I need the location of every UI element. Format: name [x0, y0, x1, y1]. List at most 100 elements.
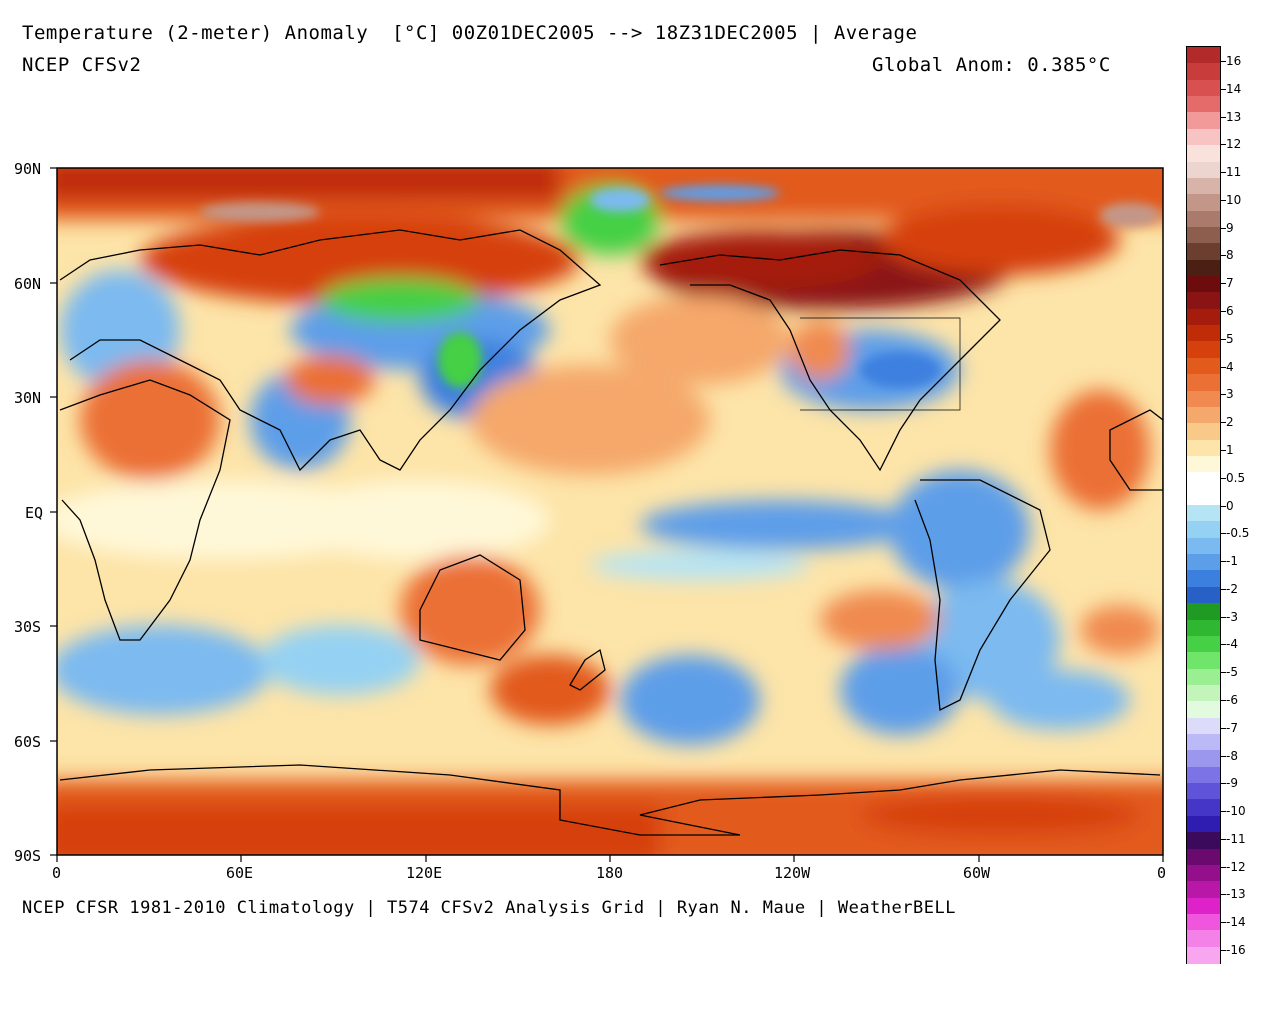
- lat-label-30s: 30S: [14, 618, 42, 636]
- color-scale-swatch: [1187, 799, 1220, 817]
- anomaly-map: [50, 167, 1164, 862]
- color-scale-swatch: [1187, 374, 1220, 392]
- color-scale-tick: [1221, 505, 1226, 507]
- color-scale-label: -9: [1226, 776, 1238, 791]
- color-scale-label: -3: [1226, 609, 1238, 624]
- color-scale-bar: [1186, 46, 1221, 964]
- lon-label-0-east: 0: [1157, 864, 1167, 882]
- color-scale-swatch: [1187, 357, 1220, 375]
- color-scale-label: 7: [1226, 276, 1234, 291]
- color-scale-label: 6: [1226, 304, 1234, 319]
- color-scale-label: -2: [1226, 581, 1238, 596]
- color-scale-swatch: [1187, 766, 1220, 784]
- color-scale-swatch: [1187, 79, 1220, 97]
- color-scale-tick: [1221, 477, 1226, 479]
- color-scale-swatch: [1187, 63, 1220, 81]
- color-scale-tick: [1221, 366, 1226, 368]
- color-scale-label: 1: [1226, 442, 1234, 457]
- axis-ticks: [50, 167, 1164, 862]
- lat-label-90s: 90S: [14, 847, 42, 865]
- color-scale-tick: [1221, 699, 1226, 701]
- color-scale-tick: [1221, 811, 1226, 813]
- color-scale-tick: [1221, 894, 1226, 896]
- color-scale-tick: [1221, 727, 1226, 729]
- color-scale-swatch: [1187, 455, 1220, 473]
- color-scale-swatch: [1187, 750, 1220, 768]
- color-scale-swatch: [1187, 47, 1220, 64]
- color-scale-label: -1: [1226, 554, 1238, 569]
- color-scale-label: -8: [1226, 748, 1238, 763]
- color-scale-swatch: [1187, 243, 1220, 261]
- lat-label-30n: 30N: [14, 389, 42, 407]
- color-scale-swatch: [1187, 521, 1220, 539]
- color-scale-swatch: [1187, 930, 1220, 948]
- color-scale-label: 0.5: [1226, 470, 1246, 485]
- color-scale-tick: [1221, 783, 1226, 785]
- color-scale-tick: [1221, 338, 1226, 340]
- lon-label-120w: 120W: [774, 864, 811, 882]
- map-title: Temperature (2-meter) Anomaly [°C] 00Z01…: [22, 22, 918, 44]
- credits-footer: NCEP CFSR 1981-2010 Climatology | T574 C…: [22, 898, 956, 918]
- color-scale-label: 9: [1226, 220, 1234, 235]
- color-scale-label: 0: [1226, 498, 1234, 513]
- color-scale-swatch: [1187, 717, 1220, 735]
- color-scale-swatch: [1187, 815, 1220, 833]
- color-scale-tick: [1221, 672, 1226, 674]
- color-scale-swatch: [1187, 308, 1220, 326]
- lat-label-eq: EQ: [25, 504, 44, 522]
- color-scale-tick: [1221, 88, 1226, 90]
- color-scale-label: -4: [1226, 637, 1238, 652]
- color-scale-label: -0.5: [1226, 526, 1250, 541]
- color-scale-label: -16: [1226, 943, 1246, 957]
- coastlines: [59, 229, 1163, 836]
- color-scale-swatch: [1187, 701, 1220, 719]
- color-scale-tick: [1221, 533, 1226, 535]
- color-scale-tick: [1221, 61, 1226, 62]
- color-scale-label: -12: [1226, 859, 1246, 874]
- color-scale-swatch: [1187, 226, 1220, 244]
- color-scale-swatch: [1187, 913, 1220, 931]
- color-scale-swatch: [1187, 292, 1220, 310]
- color-scale-tick: [1221, 283, 1226, 285]
- anomaly-field: [57, 168, 1163, 855]
- color-scale-label: 4: [1226, 359, 1234, 374]
- global-anomaly-value: Global Anom: 0.385°C: [872, 54, 1111, 76]
- color-scale-swatch: [1187, 668, 1220, 686]
- color-scale-label: 12: [1226, 137, 1242, 152]
- model-name: NCEP CFSv2: [22, 54, 142, 76]
- color-scale-swatch: [1187, 341, 1220, 359]
- color-scale-swatch: [1187, 635, 1220, 653]
- color-scale-label: 8: [1226, 248, 1234, 263]
- color-scale-swatch: [1187, 864, 1220, 882]
- color-scale-swatch: [1187, 194, 1220, 212]
- color-scale-label: -13: [1226, 887, 1246, 902]
- color-scale-swatch: [1187, 832, 1220, 850]
- color-scale-tick: [1221, 422, 1226, 424]
- color-scale-label: -5: [1226, 665, 1238, 680]
- lon-label-0: 0: [52, 864, 62, 882]
- lon-label-120e: 120E: [406, 864, 443, 882]
- color-scale-swatch: [1187, 619, 1220, 637]
- color-scale-label: 13: [1226, 109, 1242, 124]
- color-scale-swatch: [1187, 406, 1220, 424]
- color-scale-swatch: [1187, 210, 1220, 228]
- color-scale-label: 3: [1226, 387, 1234, 402]
- color-scale-tick: [1221, 561, 1226, 563]
- color-scale-swatch: [1187, 423, 1220, 441]
- color-scale-label: 5: [1226, 331, 1234, 346]
- color-scale-swatch: [1187, 96, 1220, 114]
- color-scale-tick: [1221, 199, 1226, 201]
- lon-label-180: 180: [596, 864, 624, 882]
- color-scale-swatch: [1187, 554, 1220, 572]
- lon-label-60e: 60E: [226, 864, 254, 882]
- color-scale-label: -14: [1226, 915, 1246, 930]
- color-scale-swatch: [1187, 112, 1220, 130]
- color-scale-swatch: [1187, 325, 1220, 343]
- color-scale-swatch: [1187, 505, 1220, 522]
- color-scale-label: -10: [1226, 804, 1246, 819]
- color-scale-label: 2: [1226, 415, 1234, 430]
- color-scale-tick: [1221, 866, 1226, 868]
- color-scale-tick: [1221, 616, 1226, 618]
- color-scale-swatch: [1187, 783, 1220, 801]
- color-scale-label: -7: [1226, 720, 1238, 735]
